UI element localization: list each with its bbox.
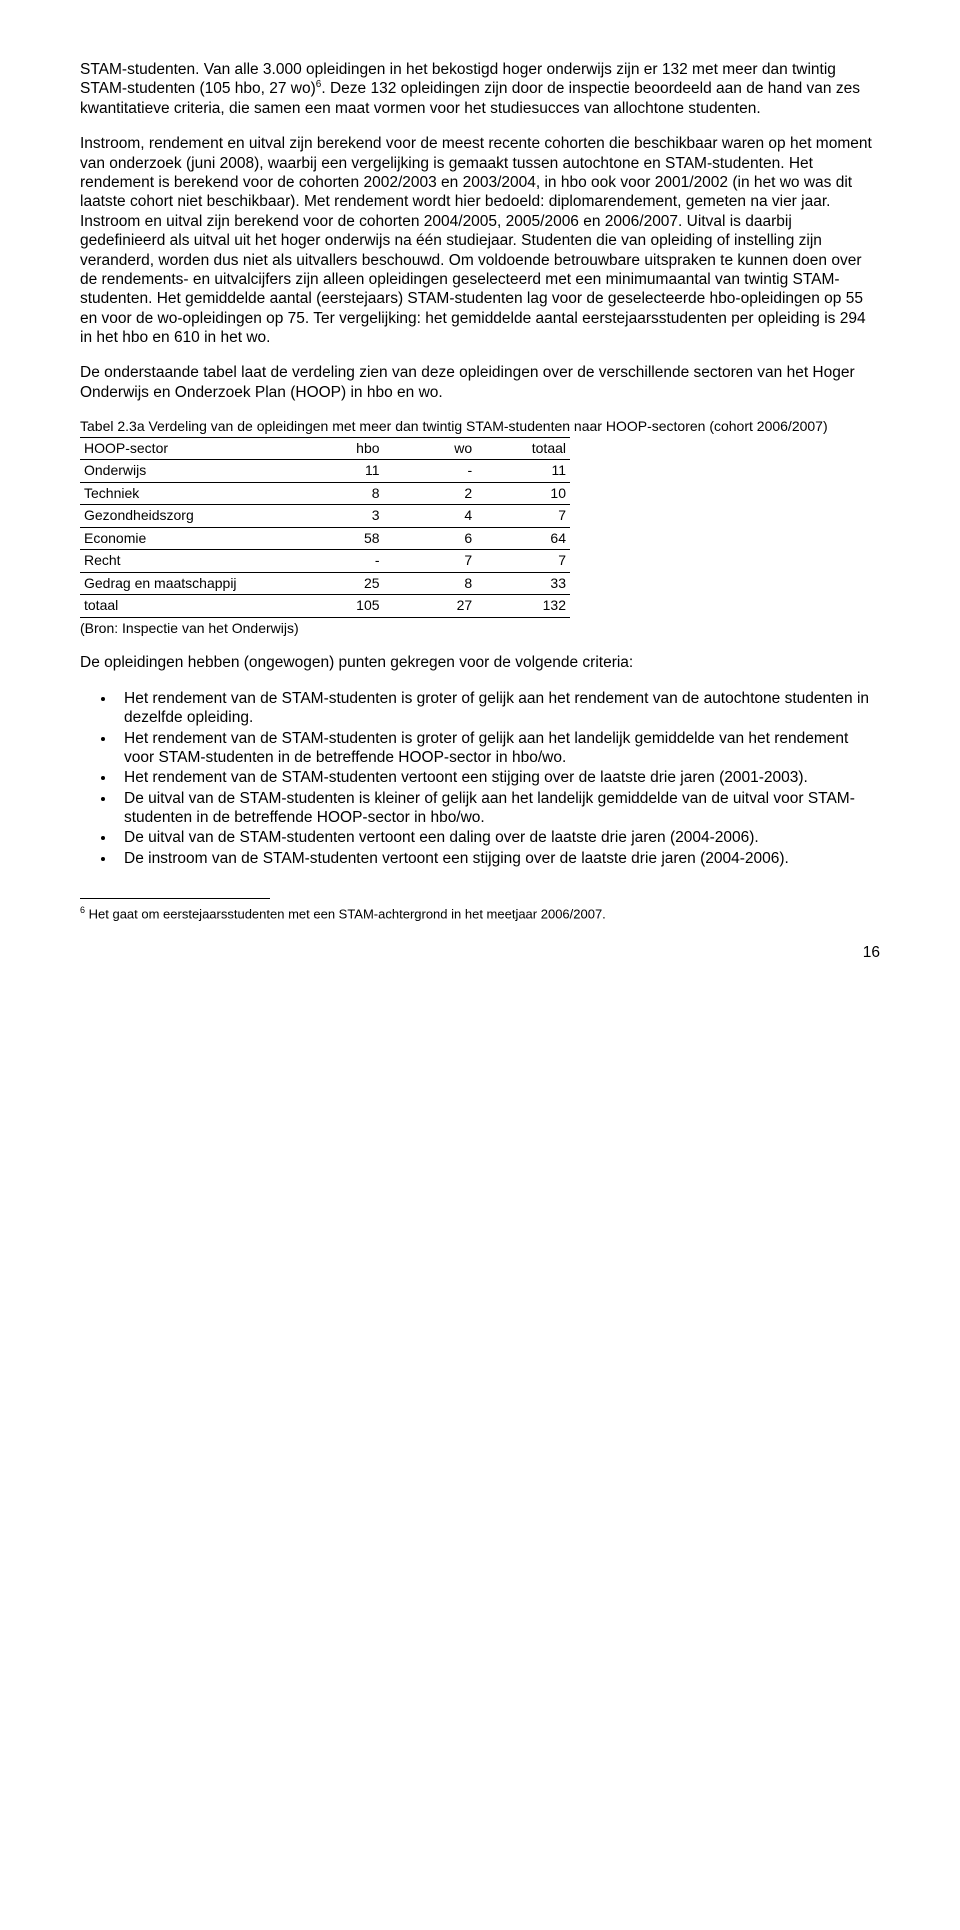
cell-wo: 8: [384, 572, 477, 595]
table-source: (Bron: Inspectie van het Onderwijs): [80, 620, 880, 638]
cell-hbo: 3: [291, 505, 384, 528]
cell-sector: Techniek: [80, 482, 291, 505]
col-header-hbo: hbo: [291, 437, 384, 460]
paragraph-2: Instroom, rendement en uitval zijn berek…: [80, 134, 880, 347]
cell-sector: Economie: [80, 527, 291, 550]
cell-wo: 7: [384, 550, 477, 573]
criteria-list: Het rendement van de STAM-studenten is g…: [80, 689, 880, 868]
page-number: 16: [80, 943, 880, 962]
cell-sector: Gedrag en maatschappij: [80, 572, 291, 595]
cell-total-wo: 27: [384, 595, 477, 618]
paragraph-3: De onderstaande tabel laat de verdeling …: [80, 363, 880, 402]
cell-total-totaal: 132: [476, 595, 570, 618]
cell-totaal: 64: [476, 527, 570, 550]
cell-wo: 4: [384, 505, 477, 528]
col-header-wo: wo: [384, 437, 477, 460]
cell-hbo: -: [291, 550, 384, 573]
list-item: Het rendement van de STAM-studenten is g…: [116, 729, 880, 768]
footnote-text: Het gaat om eerstejaarsstudenten met een…: [85, 907, 606, 922]
list-item: Het rendement van de STAM-studenten is g…: [116, 689, 880, 728]
cell-hbo: 11: [291, 460, 384, 483]
list-item: De uitval van de STAM-studenten is klein…: [116, 789, 880, 828]
cell-totaal: 11: [476, 460, 570, 483]
table-row: Onderwijs 11 - 11: [80, 460, 570, 483]
col-header-sector: HOOP-sector: [80, 437, 291, 460]
cell-totaal: 10: [476, 482, 570, 505]
list-item: Het rendement van de STAM-studenten vert…: [116, 768, 880, 787]
list-item: De uitval van de STAM-studenten vertoont…: [116, 828, 880, 847]
cell-total-label: totaal: [80, 595, 291, 618]
table-caption: Tabel 2.3a Verdeling van de opleidingen …: [80, 418, 880, 435]
footnote-separator: [80, 898, 270, 899]
cell-wo: 2: [384, 482, 477, 505]
col-header-totaal: totaal: [476, 437, 570, 460]
cell-sector: Recht: [80, 550, 291, 573]
footnote: 6 Het gaat om eerstejaarsstudenten met e…: [80, 905, 880, 923]
cell-sector: Onderwijs: [80, 460, 291, 483]
cell-wo: 6: [384, 527, 477, 550]
table-row: Economie 58 6 64: [80, 527, 570, 550]
cell-wo: -: [384, 460, 477, 483]
table-row: Recht - 7 7: [80, 550, 570, 573]
list-item: De instroom van de STAM-studenten vertoo…: [116, 849, 880, 868]
table-row: Gedrag en maatschappij 25 8 33: [80, 572, 570, 595]
cell-hbo: 58: [291, 527, 384, 550]
cell-sector: Gezondheidszorg: [80, 505, 291, 528]
paragraph-4: De opleidingen hebben (ongewogen) punten…: [80, 653, 880, 672]
paragraph-1: STAM-studenten. Van alle 3.000 opleiding…: [80, 60, 880, 118]
cell-hbo: 8: [291, 482, 384, 505]
table-row: Gezondheidszorg 3 4 7: [80, 505, 570, 528]
table-header-row: HOOP-sector hbo wo totaal: [80, 437, 570, 460]
table-total-row: totaal 105 27 132: [80, 595, 570, 618]
table-row: Techniek 8 2 10: [80, 482, 570, 505]
sector-table: HOOP-sector hbo wo totaal Onderwijs 11 -…: [80, 437, 570, 618]
cell-totaal: 7: [476, 550, 570, 573]
cell-hbo: 25: [291, 572, 384, 595]
cell-totaal: 7: [476, 505, 570, 528]
cell-totaal: 33: [476, 572, 570, 595]
cell-total-hbo: 105: [291, 595, 384, 618]
